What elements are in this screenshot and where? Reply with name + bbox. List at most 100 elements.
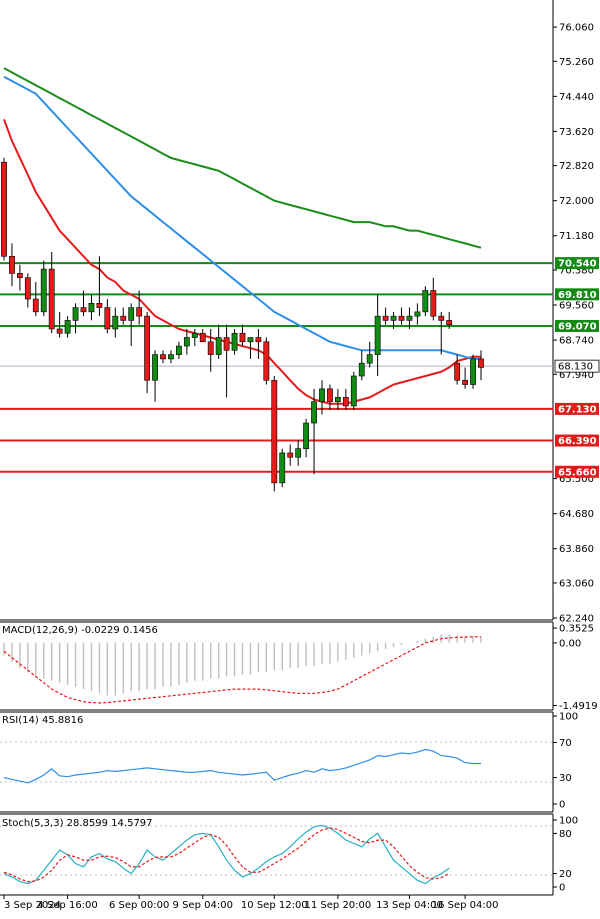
stoch-ytick-label: 20 [559, 869, 572, 880]
moving-average-line [3, 119, 481, 405]
candle-body [350, 375, 357, 407]
candle-body [24, 277, 31, 300]
time-tick-label: 16 Sep 04:00 [432, 900, 499, 911]
candle-body [319, 388, 325, 402]
candle-body [327, 388, 333, 402]
candle-body [88, 303, 95, 313]
price-ytick-label: 63.860 [559, 544, 594, 555]
time-tick-label: 13 Sep 04:00 [376, 900, 443, 911]
price-ytick-label: 68.740 [559, 336, 594, 347]
candle-body [311, 401, 317, 424]
level-label-box [555, 319, 599, 332]
candle-body [430, 290, 437, 317]
candle-body [279, 452, 286, 484]
time-tick-label: 4 Sep 16:00 [37, 900, 97, 911]
price-ytick-label: 73.620 [559, 127, 594, 138]
candle-body [136, 307, 143, 317]
level-label-box [555, 288, 599, 301]
candle-body [128, 307, 135, 321]
macd-signal-line [3, 636, 481, 704]
candle-body [223, 337, 230, 351]
stoch-signal-line [3, 827, 450, 883]
price-ytick-label: 72.000 [559, 196, 594, 207]
candle-body [414, 311, 421, 317]
candle-body [295, 448, 302, 458]
candle-body [287, 452, 294, 458]
price-ytick-label: 70.380 [559, 265, 594, 276]
candle-body [183, 337, 190, 347]
rsi-line [3, 748, 481, 784]
candle-body [176, 345, 182, 355]
stoch-ytick-label: 0 [559, 883, 565, 894]
stoch-title: Stoch(5,3,3) 28.8599 14.5797 [2, 818, 153, 829]
level-label-box [555, 257, 599, 270]
price-ytick-label: 69.560 [559, 301, 594, 312]
time-tick-label: 6 Sep 00:00 [109, 900, 169, 911]
candle-body [462, 379, 468, 385]
macd-ytick-label: 0.00 [559, 638, 581, 649]
candle-body [40, 268, 47, 313]
price-ytick-label: 62.240 [559, 614, 594, 625]
moving-average-line [3, 67, 482, 249]
candle-body [390, 315, 397, 321]
candle-body [342, 397, 349, 407]
candle-body [398, 315, 405, 321]
candle-body [72, 307, 79, 321]
candle-body [56, 328, 63, 334]
candle-body [422, 290, 429, 313]
candle-body [382, 315, 389, 321]
candle-body [48, 268, 55, 330]
time-tick-label: 3 Sep 2024 [4, 900, 61, 911]
current-price-label: 68.130 [558, 362, 593, 373]
candle-body [80, 307, 87, 313]
stoch-ytick-label: 100 [559, 816, 578, 827]
candle-body [160, 354, 166, 360]
candle-body [207, 341, 214, 355]
rsi-ytick-label: 70 [559, 738, 572, 749]
candle-body [199, 332, 206, 343]
candle-body [446, 320, 453, 325]
price-ytick-label: 71.180 [559, 231, 594, 242]
candle-body [366, 354, 373, 364]
macd-ytick-label: 0.3525 [559, 624, 594, 635]
moving-average-line [3, 75, 481, 360]
price-ytick-label: 76.060 [559, 23, 594, 34]
candle-body [334, 397, 341, 402]
rsi-ytick-label: 30 [559, 773, 572, 784]
level-label: 65.660 [558, 467, 597, 478]
candle-body [263, 341, 270, 381]
price-ytick-label: 72.820 [559, 161, 594, 172]
price-panel: 76.060 75.260 74.440 73.620 72.820 72.000 71.1… [0, 23, 600, 625]
current-price-label-box [554, 359, 600, 373]
level-label-box [555, 465, 599, 478]
candle-body [406, 315, 413, 321]
candle-body [255, 337, 262, 343]
level-label-box [555, 434, 599, 447]
candle-body [112, 315, 119, 330]
level-label: 70.540 [558, 259, 597, 270]
candle-body [454, 362, 461, 381]
price-ytick-label: 63.060 [559, 578, 594, 589]
stoch-panel: 100 80 20 0 [3, 816, 578, 894]
rsi-ytick-label: 0 [559, 800, 565, 811]
candle-body [168, 354, 174, 360]
candle-body [120, 315, 127, 321]
candle-body [374, 315, 381, 355]
price-ytick-label: 74.440 [559, 92, 594, 103]
candle-body [16, 273, 23, 278]
level-label: 69.810 [558, 290, 597, 301]
level-label-box [555, 402, 599, 415]
candle-body [215, 337, 222, 355]
macd-ytick-label: -1.4919 [559, 701, 598, 712]
candle-body [64, 320, 71, 334]
candle-body [358, 362, 365, 377]
time-tick-label: 11 Sep 20:00 [305, 900, 372, 911]
candle-body [438, 315, 445, 321]
price-ytick-label: 64.680 [559, 509, 594, 520]
candle-body [478, 358, 484, 368]
candle-body [96, 303, 103, 308]
macd-panel: 0.3525 0.00 -1.4919 [3, 624, 598, 712]
